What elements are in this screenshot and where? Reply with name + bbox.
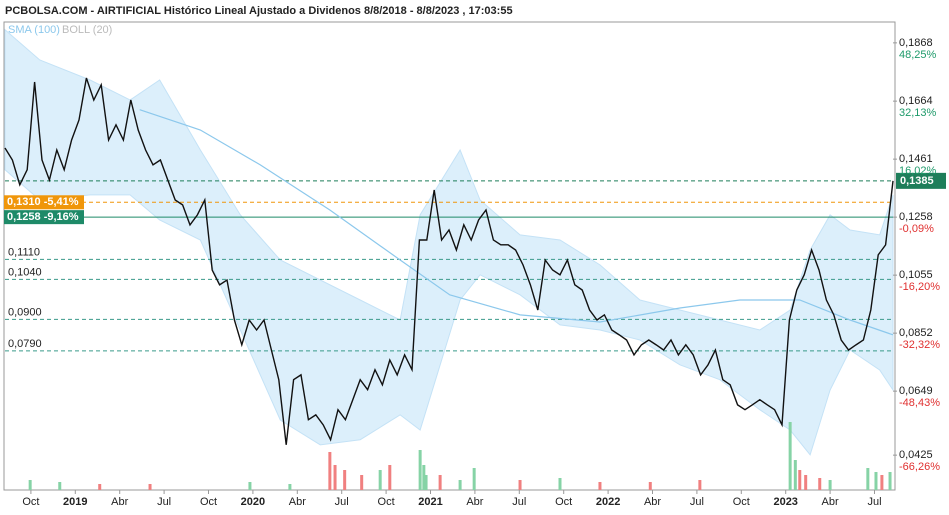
level-badge	[4, 195, 84, 210]
x-tick-label: Jul	[690, 496, 704, 508]
bollinger-band	[4, 28, 894, 456]
x-tick-label: Abr	[289, 496, 306, 508]
volume-bar	[388, 465, 392, 490]
x-tick-label: 2022	[596, 496, 620, 508]
volume-bar	[558, 478, 562, 490]
volume-bar	[888, 472, 892, 490]
x-tick-label: Abr	[466, 496, 483, 508]
y2-tick-label: -48,43%	[899, 397, 940, 409]
level-label: 0,1258 -9,16%	[7, 211, 79, 223]
volume-bar	[288, 484, 292, 490]
volume-bar	[804, 475, 808, 490]
volume-bar	[58, 482, 62, 490]
volume-bar	[418, 450, 422, 490]
volume-bar	[472, 468, 476, 490]
level-badge	[896, 172, 946, 189]
volume-bar	[866, 468, 870, 490]
volume-bar	[648, 482, 652, 490]
plot-front: 0,1385 0,1310 -5,41% 0,1258 -9,16% 0,1110 0,…	[4, 37, 946, 508]
level-label: 0,1110	[8, 246, 40, 258]
level-badge	[4, 210, 84, 225]
level-label: 0,0790	[8, 338, 42, 350]
volume-bar	[874, 472, 878, 490]
x-tick-label: Oct	[200, 496, 217, 508]
x-tick-label: Abr	[822, 496, 839, 508]
volume-bar	[598, 482, 602, 490]
y2-tick-label: 32,13%	[899, 107, 937, 119]
volume-bar	[422, 465, 426, 490]
y-tick-label: 0,0425	[899, 449, 933, 461]
volume-bar	[333, 465, 337, 490]
legend-boll: BOLL (20)	[62, 24, 112, 36]
level-label: 0,1385	[900, 175, 934, 187]
volume-bar	[793, 460, 797, 490]
y-tick-label: 0,1258	[899, 211, 933, 223]
y-tick-label: 0,1868	[899, 37, 933, 49]
x-tick-label: Jul	[335, 496, 349, 508]
x-tick-label: 2021	[418, 496, 442, 508]
x-tick-label: Oct	[378, 496, 395, 508]
plot-back	[4, 28, 894, 490]
y-tick-label: 0,0649	[899, 385, 933, 397]
volume-bar	[788, 422, 792, 490]
level-label: 0,0900	[8, 306, 42, 318]
volume-bar	[328, 452, 332, 490]
y-tick-label: 0,0852	[899, 327, 933, 339]
volume-bar	[698, 480, 702, 490]
y-tick-label: 0,1055	[899, 269, 933, 281]
x-tick-label: Jul	[512, 496, 526, 508]
x-tick-label: Abr	[644, 496, 661, 508]
volume-bar	[378, 470, 382, 490]
y2-tick-label: 48,25%	[899, 49, 937, 61]
volume-bar	[148, 484, 152, 490]
y2-tick-label: 16,02%	[899, 165, 937, 177]
x-tick-label: Jul	[867, 496, 881, 508]
price-line	[139, 109, 894, 336]
legend-sma: SMA (100)	[8, 24, 60, 36]
volume-bar	[248, 482, 252, 490]
y2-tick-label: -32,32%	[899, 339, 940, 351]
y-tick-label: 0,1461	[899, 153, 933, 165]
volume-bar	[360, 475, 364, 490]
price-line	[4, 77, 894, 445]
x-tick-label: Jul	[157, 496, 171, 508]
x-tick-label: Abr	[111, 496, 128, 508]
level-label: 0,1040	[8, 266, 42, 278]
volume-bar	[98, 484, 102, 490]
level-label: 0,1310 -5,41%	[7, 196, 79, 208]
volume-bar	[828, 480, 832, 490]
volume-bar	[458, 480, 462, 490]
volume-bar	[343, 470, 347, 490]
volume-bar	[798, 470, 802, 490]
x-tick-label: Oct	[555, 496, 572, 508]
x-tick-label: 2019	[63, 496, 87, 508]
y-tick-label: 0,1664	[899, 95, 933, 107]
x-tick-label: Oct	[22, 496, 39, 508]
volume-bar	[424, 475, 428, 490]
y2-tick-label: -16,20%	[899, 281, 940, 293]
x-tick-label: Oct	[733, 496, 750, 508]
x-tick-label: 2023	[773, 496, 797, 508]
y2-tick-label: -66,26%	[899, 461, 940, 473]
volume-bar	[28, 480, 32, 490]
y2-tick-label: -0,09%	[899, 223, 934, 235]
x-tick-label: 2020	[241, 496, 265, 508]
chart-title: PCBOLSA.COM - AIRTIFICIAL Histórico Line…	[5, 5, 513, 17]
volume-bar	[880, 475, 884, 490]
volume-bar	[818, 478, 822, 490]
volume-bar	[438, 475, 442, 490]
volume-bar	[518, 480, 522, 490]
